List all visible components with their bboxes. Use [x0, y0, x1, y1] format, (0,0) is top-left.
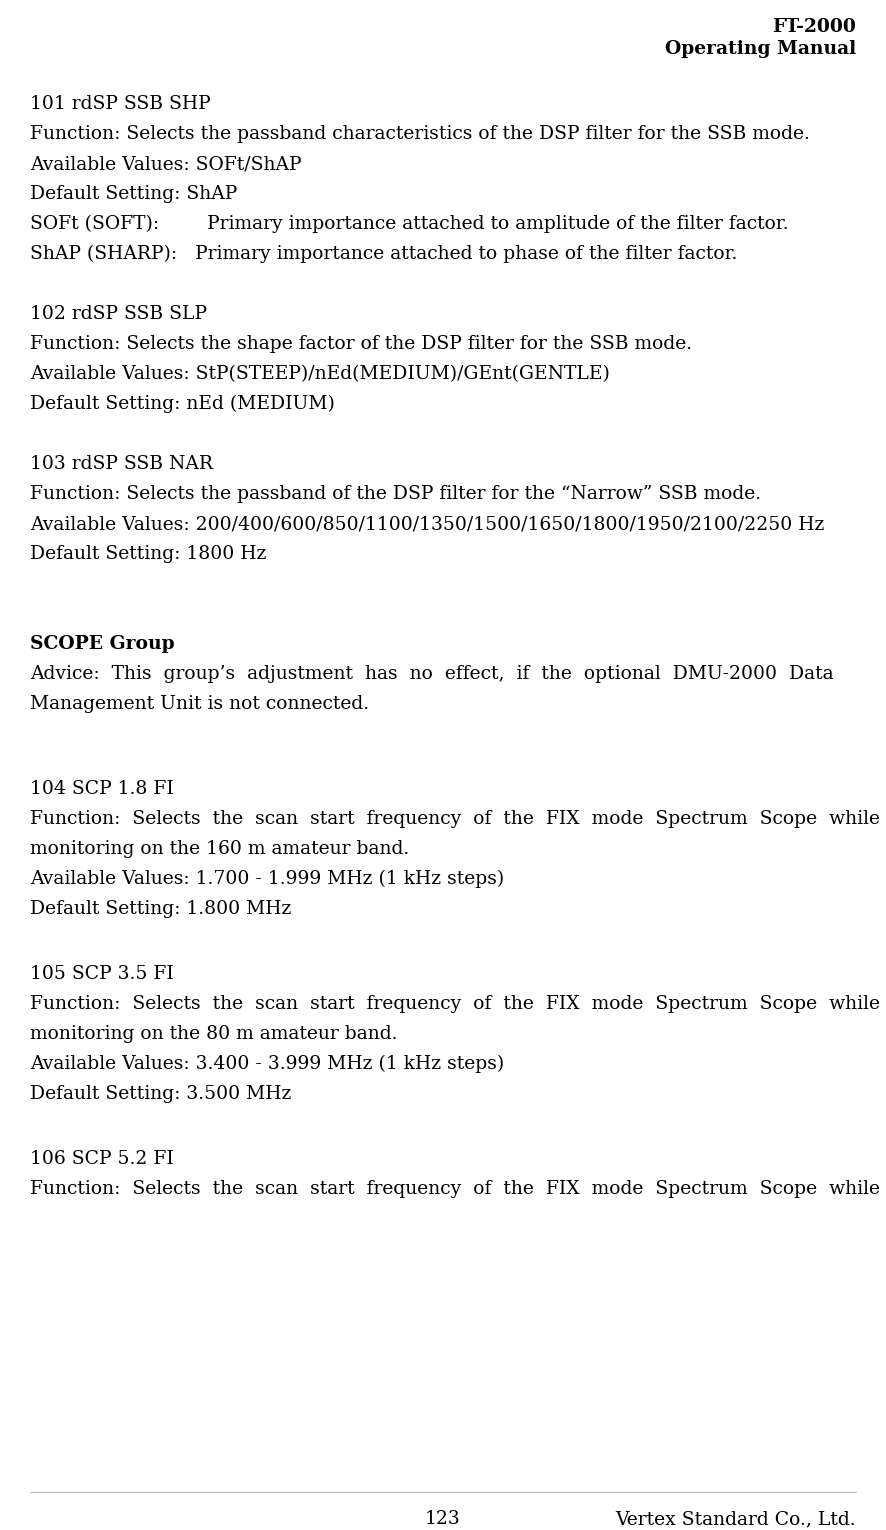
Text: Function: Selects the shape factor of the DSP filter for the SSB mode.: Function: Selects the shape factor of th… — [30, 335, 692, 353]
Text: monitoring on the 160 m amateur band.: monitoring on the 160 m amateur band. — [30, 840, 409, 858]
Text: Function: Selects the passband of the DSP filter for the “Narrow” SSB mode.: Function: Selects the passband of the DS… — [30, 485, 761, 503]
Text: 106 SCP 5.2 FI: 106 SCP 5.2 FI — [30, 1151, 174, 1167]
Text: Available Values: StP(STEEP)/nEd(MEDIUM)/GEnt(GENTLE): Available Values: StP(STEEP)/nEd(MEDIUM)… — [30, 366, 610, 382]
Text: Available Values: 3.400 - 3.999 MHz (1 kHz steps): Available Values: 3.400 - 3.999 MHz (1 k… — [30, 1056, 504, 1073]
Text: Available Values: 200/400/600/850/1100/1350/1500/1650/1800/1950/2100/2250 Hz: Available Values: 200/400/600/850/1100/1… — [30, 516, 824, 532]
Text: Default Setting: 1800 Hz: Default Setting: 1800 Hz — [30, 545, 267, 563]
Text: Available Values: 1.700 - 1.999 MHz (1 kHz steps): Available Values: 1.700 - 1.999 MHz (1 k… — [30, 871, 504, 889]
Text: SOFt (SOFT):        Primary importance attached to amplitude of the filter facto: SOFt (SOFT): Primary importance attached… — [30, 216, 789, 233]
Text: Default Setting: 1.800 MHz: Default Setting: 1.800 MHz — [30, 900, 291, 918]
Text: Management Unit is not connected.: Management Unit is not connected. — [30, 695, 369, 713]
Text: 104 SCP 1.8 FI: 104 SCP 1.8 FI — [30, 780, 174, 799]
Text: 105 SCP 3.5 FI: 105 SCP 3.5 FI — [30, 965, 174, 982]
Text: Vertex Standard Co., Ltd.: Vertex Standard Co., Ltd. — [616, 1510, 856, 1528]
Text: Available Values: SOFt/ShAP: Available Values: SOFt/ShAP — [30, 155, 301, 173]
Text: Default Setting: 3.500 MHz: Default Setting: 3.500 MHz — [30, 1085, 291, 1103]
Text: Default Setting: ShAP: Default Setting: ShAP — [30, 185, 237, 203]
Text: Function: Selects the passband characteristics of the DSP filter for the SSB mod: Function: Selects the passband character… — [30, 125, 810, 142]
Text: 102 rdSP SSB SLP: 102 rdSP SSB SLP — [30, 304, 207, 323]
Text: Function:  Selects  the  scan  start  frequency  of  the  FIX  mode  Spectrum  S: Function: Selects the scan start frequen… — [30, 994, 880, 1013]
Text: Function:  Selects  the  scan  start  frequency  of  the  FIX  mode  Spectrum  S: Function: Selects the scan start frequen… — [30, 1180, 880, 1198]
Text: Operating Manual: Operating Manual — [664, 40, 856, 58]
Text: FT-2000: FT-2000 — [772, 18, 856, 37]
Text: SCOPE Group: SCOPE Group — [30, 635, 175, 653]
Text: Advice:  This  group’s  adjustment  has  no  effect,  if  the  optional  DMU-200: Advice: This group’s adjustment has no e… — [30, 666, 834, 682]
Text: 103 rdSP SSB NAR: 103 rdSP SSB NAR — [30, 454, 213, 473]
Text: monitoring on the 80 m amateur band.: monitoring on the 80 m amateur band. — [30, 1025, 398, 1043]
Text: Function:  Selects  the  scan  start  frequency  of  the  FIX  mode  Spectrum  S: Function: Selects the scan start frequen… — [30, 809, 880, 828]
Text: 123: 123 — [425, 1510, 461, 1528]
Text: ShAP (SHARP):   Primary importance attached to phase of the filter factor.: ShAP (SHARP): Primary importance attache… — [30, 245, 737, 263]
Text: 101 rdSP SSB SHP: 101 rdSP SSB SHP — [30, 95, 211, 113]
Text: Default Setting: nEd (MEDIUM): Default Setting: nEd (MEDIUM) — [30, 395, 335, 413]
